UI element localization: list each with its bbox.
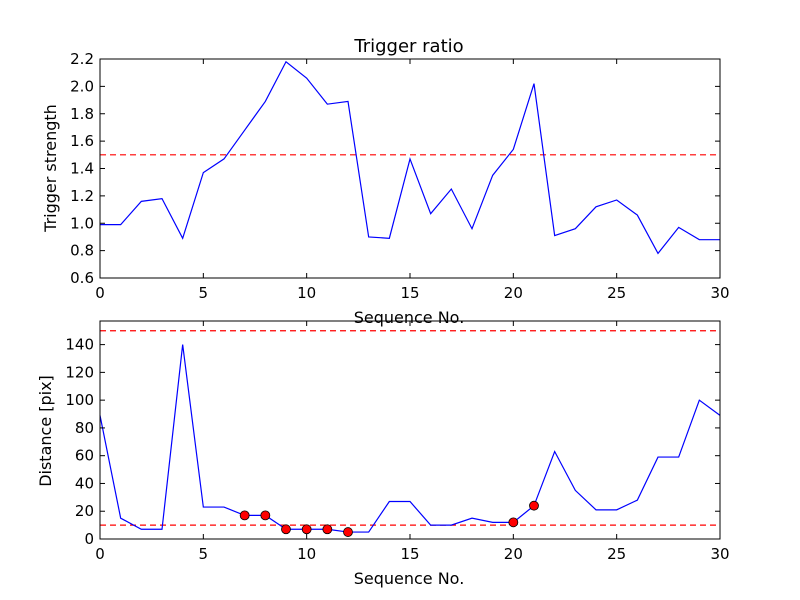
y-tick-label: 120 bbox=[65, 363, 94, 381]
y-tick-label: 2.2 bbox=[70, 50, 94, 68]
y-tick-label: 140 bbox=[65, 336, 94, 354]
x-tick-label: 10 bbox=[297, 284, 316, 302]
y-tick-label: 0.6 bbox=[70, 269, 94, 287]
x-tick-label: 15 bbox=[400, 545, 419, 563]
distance-chart: 0 5 10 15 20 25 30 0 20 40 60 80 100 120 140 Sequence … bbox=[36, 320, 730, 588]
highlighted-point bbox=[322, 524, 333, 535]
y-tick-label: 100 bbox=[65, 391, 94, 409]
y-tick-label: 1.8 bbox=[70, 105, 94, 123]
chart-title: Trigger ratio bbox=[353, 36, 463, 57]
x-tick-label: 20 bbox=[504, 545, 523, 563]
y-tick-label: 2.0 bbox=[70, 77, 94, 95]
highlighted-point bbox=[343, 527, 353, 537]
x-tick-label: 30 bbox=[710, 545, 729, 563]
y-tick-label: 1.2 bbox=[70, 187, 94, 205]
y-tick-label: 40 bbox=[75, 474, 94, 492]
y-tick-label: 1.6 bbox=[70, 132, 94, 150]
highlighted-point bbox=[260, 510, 271, 521]
trigger-ratio-chart: Trigger ratio 0 5 10 15 20 25 30 0.6 0.8 1.0 1.2 1.… bbox=[41, 36, 730, 327]
y-tick-label: 80 bbox=[75, 419, 94, 437]
highlighted-point bbox=[508, 517, 519, 528]
y-tick-label: 20 bbox=[75, 502, 94, 520]
x-axis-label: Sequence No. bbox=[354, 308, 465, 327]
y-tick-label: 0.8 bbox=[70, 242, 94, 260]
y-tick-label: 0 bbox=[84, 530, 94, 548]
x-tick-label: 20 bbox=[504, 284, 523, 302]
highlighted-point bbox=[239, 510, 250, 521]
series-line bbox=[100, 60, 720, 255]
x-tick-label: 5 bbox=[199, 284, 209, 302]
y-tick-label: 1.0 bbox=[70, 214, 94, 232]
x-axis-label: Sequence No. bbox=[354, 569, 465, 588]
series-line bbox=[99, 344, 721, 533]
x-tick-label: 25 bbox=[607, 545, 626, 563]
highlighted-point bbox=[281, 524, 291, 535]
x-tick-label: 5 bbox=[199, 545, 209, 563]
highlighted-point bbox=[301, 524, 312, 535]
x-tick-label: 0 bbox=[95, 545, 105, 563]
chart-marks bbox=[100, 60, 720, 255]
x-tick-label: 30 bbox=[710, 284, 729, 302]
chart-marks bbox=[99, 330, 721, 537]
x-tick-label: 15 bbox=[400, 284, 419, 302]
axes: 0 5 10 15 20 25 30 0.6 0.8 1.0 1.2 1.4 1.6 1.8 2.0 2.2 bbox=[70, 50, 729, 302]
plot-frame bbox=[99, 58, 721, 279]
axes: 0 5 10 15 20 25 30 0 20 40 60 80 100 120 140 bbox=[65, 320, 730, 563]
x-tick-label: 25 bbox=[607, 284, 626, 302]
y-tick-label: 60 bbox=[75, 447, 94, 465]
x-tick-label: 10 bbox=[297, 545, 316, 563]
highlighted-point bbox=[529, 500, 539, 511]
y-axis-label: Distance [pix] bbox=[36, 375, 55, 487]
x-tick-label: 0 bbox=[95, 284, 105, 302]
y-tick-label: 1.4 bbox=[70, 160, 94, 178]
y-axis-label: Trigger strength bbox=[41, 104, 60, 233]
